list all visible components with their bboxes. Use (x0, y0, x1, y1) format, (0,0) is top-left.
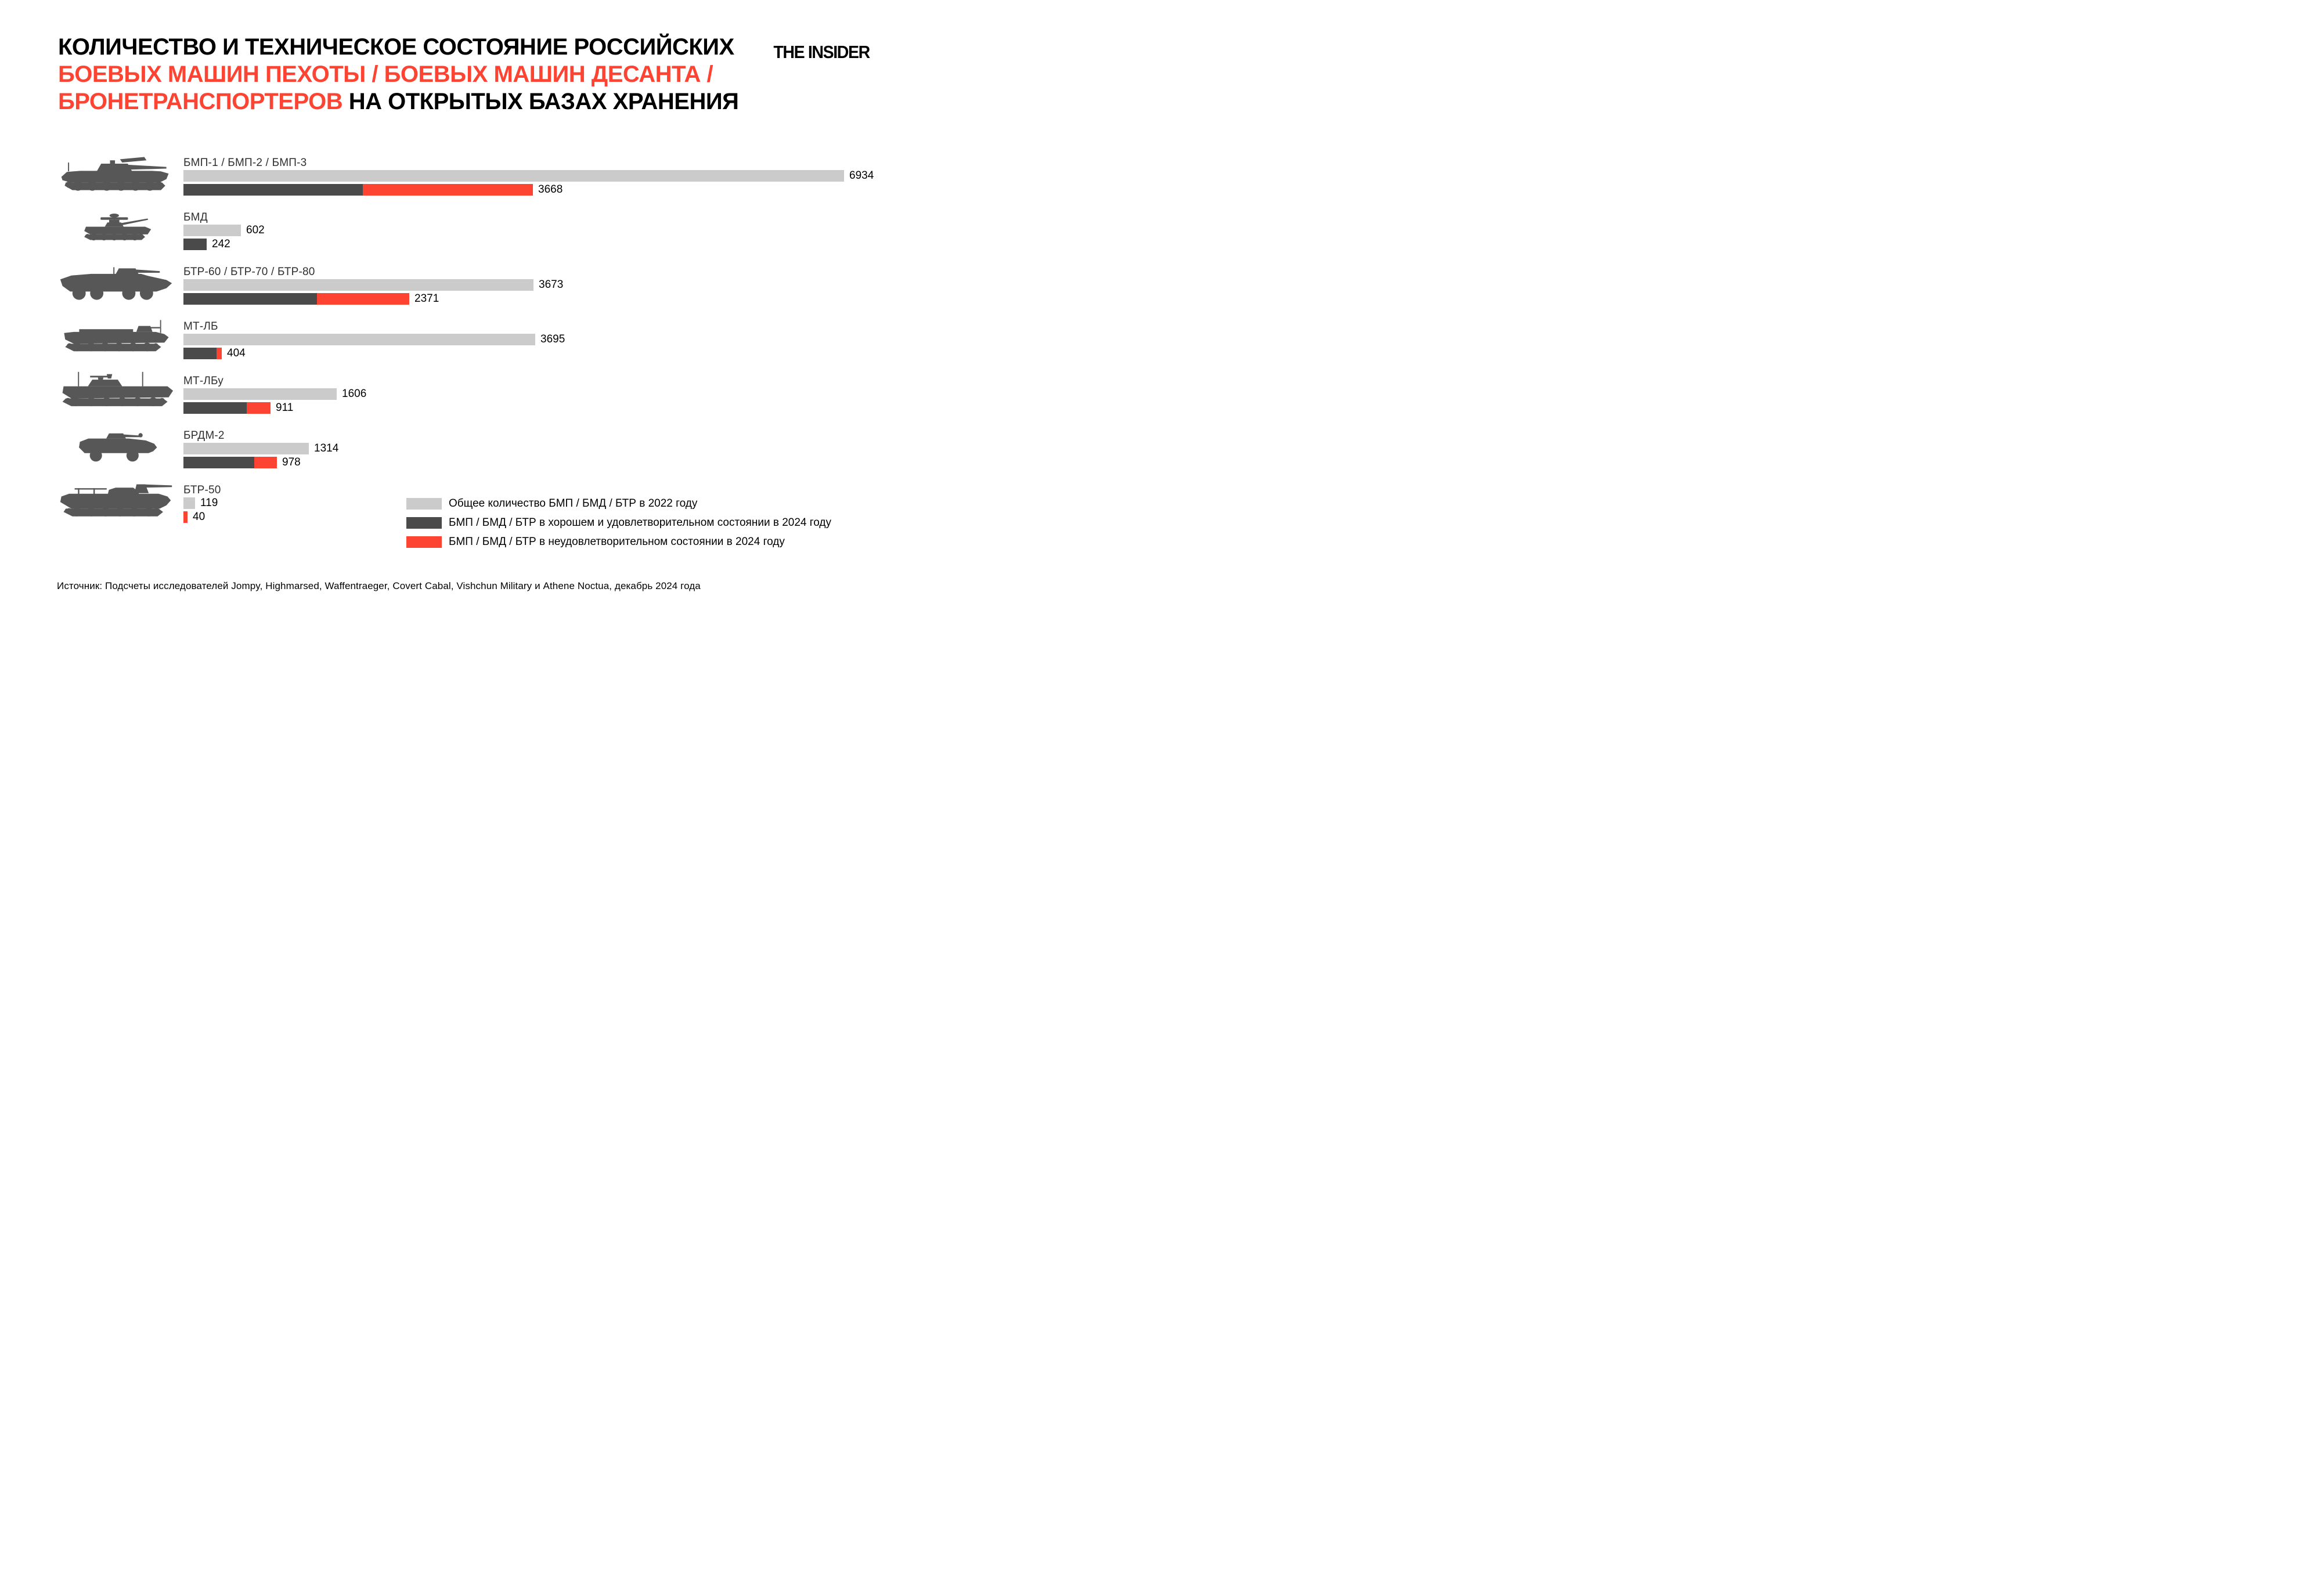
legend-swatch-good_2024 (406, 517, 442, 529)
infographic-page: КОЛИЧЕСТВО И ТЕХНИЧЕСКОЕ СОСТОЯНИЕ РОССИ… (0, 0, 929, 638)
vehicle-name: МТ-ЛБу (183, 375, 223, 387)
vehicle-name: БМП-1 / БМП-2 / БМП-3 (183, 157, 307, 169)
value-condition-2024: 978 (282, 456, 301, 468)
legend-item: БМП / БМД / БТР в неудовлетворительном с… (406, 536, 831, 548)
bar-condition-2024 (183, 402, 271, 414)
vehicle-row: БТР-60 / БТР-70 / БТР-80 3673 2371 (0, 266, 929, 320)
value-total-2022: 3673 (539, 279, 564, 291)
value-condition-2024: 242 (212, 238, 230, 250)
legend: Общее количество БМП / БМД / БТР в 2022 … (406, 497, 831, 555)
mtlb-icon (55, 316, 177, 360)
segment-bad-condition (317, 293, 409, 305)
bar-condition-2024 (183, 184, 533, 196)
vehicle-name: БТР-60 / БТР-70 / БТР-80 (183, 266, 315, 278)
btr60-icon (55, 262, 177, 306)
legend-swatch-bad_2024 (406, 536, 442, 548)
legend-label: БМП / БМД / БТР в неудовлетворительном с… (449, 536, 785, 548)
vehicle-row: БТР-50 119 40 (0, 484, 929, 539)
value-total-2022: 3695 (540, 333, 565, 345)
value-total-2022: 119 (200, 497, 218, 509)
segment-bad-condition (363, 184, 533, 196)
segment-good-condition (183, 348, 217, 359)
legend-label: Общее количество БМП / БМД / БТР в 2022 … (449, 497, 698, 510)
vehicle-row: БРДМ-2 1314 978 (0, 429, 929, 484)
segment-good-condition (183, 402, 247, 414)
bar-chart: БМП-1 / БМП-2 / БМП-3 6934 3668 БМД 602 242 … (0, 157, 929, 539)
btr50-icon (55, 480, 177, 524)
segment-good-condition (183, 239, 207, 250)
segment-bad-condition (183, 511, 188, 523)
bar-total-2022 (183, 497, 195, 509)
vehicle-name: МТ-ЛБ (183, 320, 218, 333)
the-insider-logo: THE INSIDER (773, 42, 871, 62)
vehicle-row: БМД 602 242 (0, 211, 929, 266)
bar-total-2022 (183, 388, 337, 400)
vehicle-name: БМД (183, 211, 208, 223)
segment-bad-condition (217, 348, 222, 359)
value-condition-2024: 404 (227, 347, 246, 359)
value-condition-2024: 911 (276, 402, 294, 414)
value-total-2022: 1606 (342, 388, 367, 400)
bar-total-2022 (183, 443, 309, 454)
vehicle-name: БТР-50 (183, 484, 221, 496)
legend-label: БМП / БМД / БТР в хорошем и удовлетворит… (449, 517, 831, 529)
legend-item: Общее количество БМП / БМД / БТР в 2022 … (406, 497, 831, 510)
bar-condition-2024 (183, 457, 277, 468)
value-condition-2024: 2371 (414, 293, 439, 305)
bar-total-2022 (183, 279, 533, 291)
value-condition-2024: 3668 (538, 183, 563, 196)
title-line-3-black: НА ОТКРЫТЫХ БАЗАХ ХРАНЕНИЯ (342, 89, 739, 114)
mtlbu-icon (55, 371, 177, 415)
page-title: КОЛИЧЕСТВО И ТЕХНИЧЕСКОЕ СОСТОЯНИЕ РОССИ… (58, 34, 739, 115)
bar-total-2022 (183, 334, 535, 345)
vehicle-row: МТ-ЛБ 3695 404 (0, 320, 929, 375)
bmp-icon (55, 153, 177, 197)
brdm2-icon (55, 425, 177, 470)
value-total-2022: 1314 (314, 442, 339, 454)
title-line-3-red: БРОНЕТРАНСПОРТЕРОВ (58, 89, 343, 114)
bar-condition-2024 (183, 511, 188, 523)
legend-item: БМП / БМД / БТР в хорошем и удовлетворит… (406, 517, 831, 529)
title-line-2: БОЕВЫХ МАШИН ПЕХОТЫ / БОЕВЫХ МАШИН ДЕСАН… (58, 62, 713, 87)
segment-good-condition (183, 184, 363, 196)
bar-total-2022 (183, 170, 844, 182)
segment-good-condition (183, 457, 254, 468)
value-total-2022: 602 (246, 224, 265, 236)
bmd-icon (55, 207, 177, 251)
legend-swatch-total_2022 (406, 498, 442, 510)
value-total-2022: 6934 (849, 169, 874, 182)
title-line-1: КОЛИЧЕСТВО И ТЕХНИЧЕСКОЕ СОСТОЯНИЕ РОССИ… (58, 34, 734, 60)
segment-bad-condition (254, 457, 277, 468)
vehicle-row: МТ-ЛБу 1606 911 (0, 371, 929, 429)
segment-bad-condition (247, 402, 271, 414)
vehicle-row: БМП-1 / БМП-2 / БМП-3 6934 3668 (0, 157, 929, 211)
bar-condition-2024 (183, 239, 207, 250)
source-note: Источник: Подсчеты исследователей Jompy,… (57, 580, 701, 591)
segment-good-condition (183, 293, 317, 305)
value-condition-2024: 40 (193, 511, 205, 523)
bar-condition-2024 (183, 348, 222, 359)
vehicle-name: БРДМ-2 (183, 429, 225, 442)
bar-total-2022 (183, 225, 241, 236)
bar-condition-2024 (183, 293, 409, 305)
